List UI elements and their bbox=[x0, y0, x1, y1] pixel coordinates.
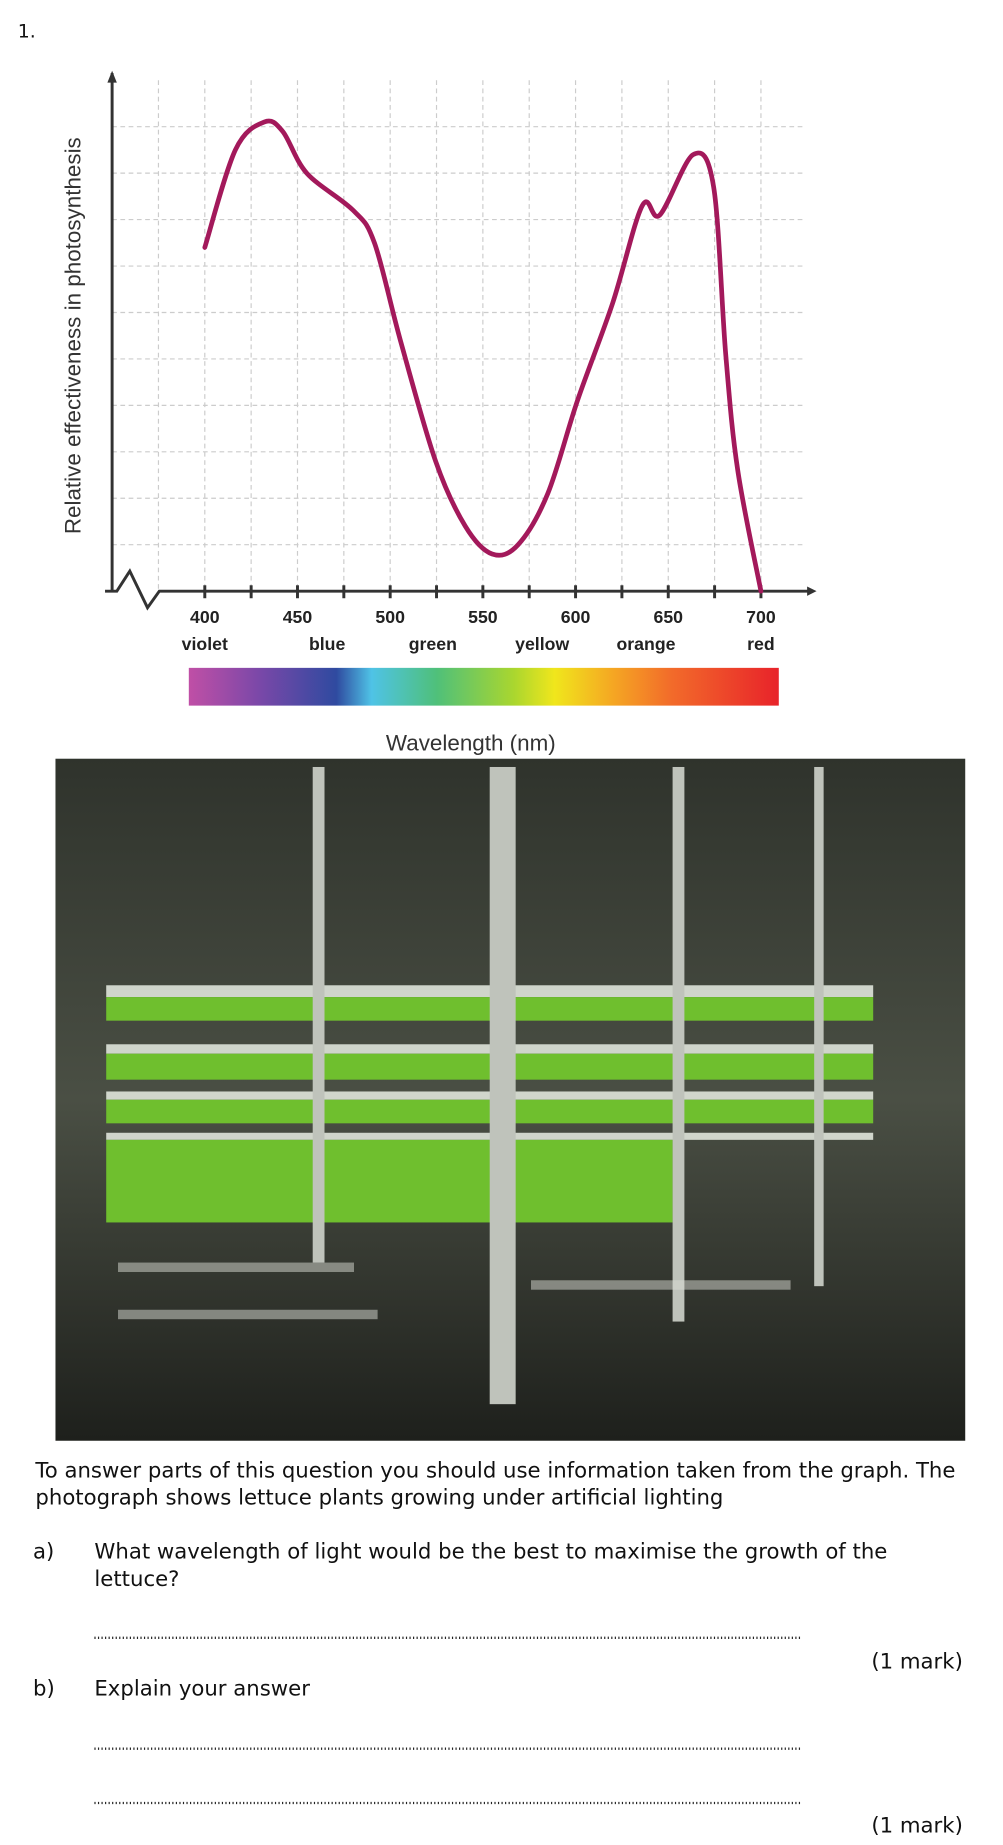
intro-line: To answer parts of this question you sho… bbox=[34, 1458, 955, 1483]
spectrum-label: red bbox=[747, 634, 775, 654]
part-label: a) bbox=[33, 1540, 54, 1565]
marks: (1 mark) bbox=[871, 1649, 962, 1674]
x-tick-label: 400 bbox=[190, 607, 220, 627]
x-tick-label: 500 bbox=[375, 607, 405, 627]
y-axis-label: Relative effectiveness in photosynthesis bbox=[60, 137, 85, 534]
x-tick-label: 450 bbox=[283, 607, 313, 627]
x-tick-label: 650 bbox=[653, 607, 683, 627]
part-question: Explain your answer bbox=[94, 1677, 310, 1702]
question-number: 1. bbox=[18, 21, 36, 43]
part-label: b) bbox=[33, 1677, 55, 1702]
intro-line: photograph shows lettuce plants growing … bbox=[35, 1485, 723, 1510]
x-axis-label: Wavelength (nm) bbox=[386, 730, 556, 755]
spectrum-label: orange bbox=[617, 634, 676, 654]
spectrum-bar bbox=[188, 667, 779, 706]
spectrum-label: blue bbox=[309, 634, 346, 654]
x-axis-arrow bbox=[807, 586, 817, 596]
x-tick-label: 700 bbox=[746, 607, 776, 627]
x-tick-label: 550 bbox=[468, 607, 498, 627]
line bbox=[202, 118, 764, 594]
part-question: lettuce? bbox=[94, 1567, 179, 1592]
x-axis bbox=[105, 568, 812, 611]
spectrum-label: yellow bbox=[515, 634, 569, 654]
photo bbox=[55, 758, 966, 1441]
y-axis-arrow bbox=[107, 70, 117, 83]
x-tick-label: 600 bbox=[561, 607, 591, 627]
chart: 400 450 500 550 600 650 700 violet blue green yell… bbox=[60, 70, 817, 654]
part-question: What wavelength of light would be the be… bbox=[94, 1540, 887, 1565]
spectrum-label: green bbox=[409, 634, 457, 654]
spectrum-label: violet bbox=[182, 634, 228, 654]
marks: (1 mark) bbox=[871, 1813, 962, 1838]
